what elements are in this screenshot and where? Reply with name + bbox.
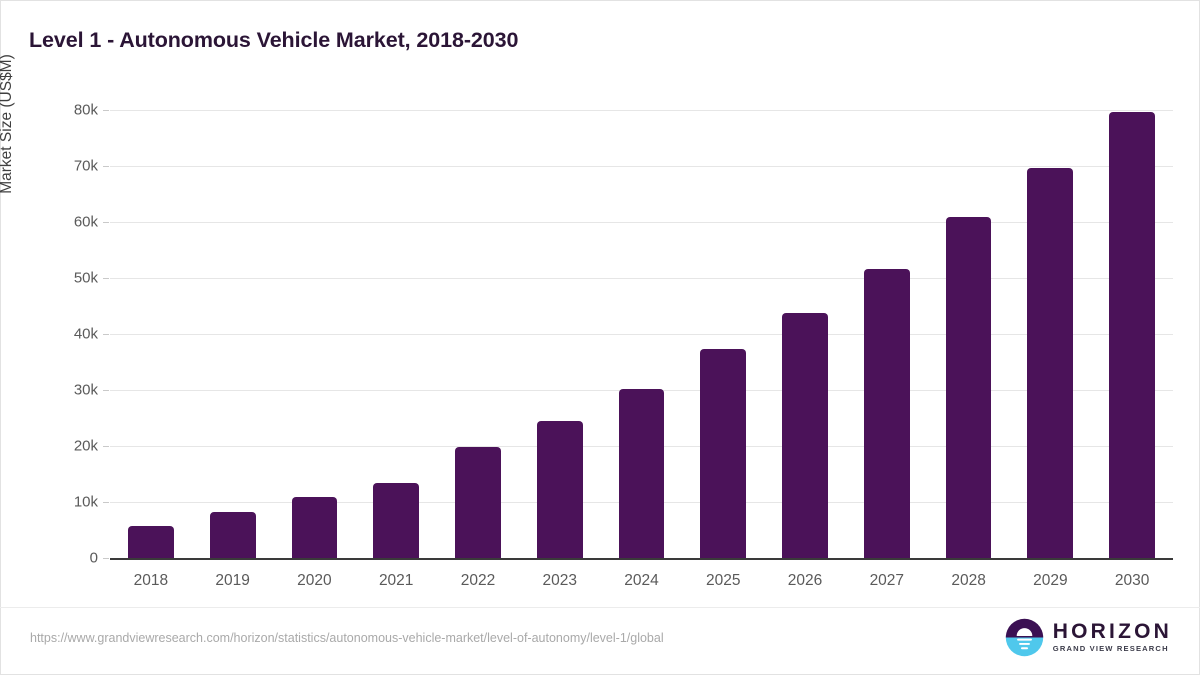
x-axis-tick-label: 2019 [215, 572, 250, 589]
y-axis-tick-label: 60k [73, 213, 98, 231]
x-axis-tick-label: 2018 [133, 572, 169, 589]
bar-column[interactable] [1027, 110, 1074, 558]
y-axis-tick-label: 30k [73, 381, 98, 399]
bar-column[interactable] [1109, 110, 1155, 558]
bar[interactable] [700, 349, 747, 558]
bar-column[interactable] [782, 110, 828, 558]
y-axis-tick-labels: 0 10k 20k 30k 40k 50k 60k 70k 80k [0, 0, 98, 675]
x-axis-tick-label: 2026 [787, 572, 823, 589]
y-axis-tick-mark [103, 110, 109, 111]
y-axis-tick-mark [103, 278, 109, 279]
bar-column[interactable] [863, 110, 910, 558]
horizon-logo-text: HORIZON GRAND VIEW RESEARCH [1053, 621, 1172, 653]
bar[interactable] [373, 482, 420, 558]
x-axis-tick-label: 2020 [297, 572, 332, 589]
y-axis-tick-label: 40k [73, 325, 98, 343]
gridline [110, 334, 1173, 335]
y-axis-tick-mark [103, 222, 109, 223]
bar-column[interactable] [536, 110, 583, 558]
bar-column[interactable] [455, 110, 501, 558]
bar-column[interactable] [373, 110, 420, 558]
gridline [110, 166, 1173, 167]
y-axis-tick-mark [103, 334, 109, 335]
y-axis-title: Market Size (US$M) [0, 54, 15, 194]
bar[interactable] [127, 526, 174, 558]
y-axis-tick-label: 20k [73, 437, 98, 455]
bar[interactable] [1109, 111, 1155, 558]
logo-tagline: GRAND VIEW RESEARCH [1052, 644, 1169, 654]
gridline [110, 278, 1173, 279]
y-axis-tick-mark [103, 446, 109, 447]
bar[interactable] [1027, 167, 1074, 558]
bar[interactable] [945, 216, 992, 558]
x-axis-tick-label: 2030 [1114, 572, 1150, 589]
x-axis-tick-label: 2025 [706, 572, 741, 589]
bar[interactable] [618, 388, 665, 558]
x-axis-tick-label: 2029 [1033, 572, 1068, 589]
bar[interactable] [209, 511, 256, 558]
logo-wordmark: HORIZON [1052, 620, 1172, 644]
horizon-logo-icon [1005, 618, 1043, 656]
source-url[interactable]: https://www.grandviewresearch.com/horizo… [30, 631, 664, 645]
bar[interactable] [536, 420, 583, 558]
y-axis-tick-label: 50k [73, 269, 98, 287]
bar-column[interactable] [127, 110, 174, 558]
x-axis-line [110, 558, 1173, 560]
bar-column[interactable] [945, 110, 992, 558]
bar-column[interactable] [618, 110, 665, 558]
bar-column[interactable] [291, 110, 338, 558]
bar-column[interactable] [700, 110, 747, 558]
x-axis-tick-label: 2028 [951, 572, 986, 589]
x-axis-tick-label: 2027 [869, 572, 905, 589]
x-axis-tick-label: 2022 [460, 572, 496, 589]
y-axis-tick-label: 10k [73, 493, 98, 511]
x-axis-tick-label: 2023 [542, 572, 577, 589]
y-axis-tick-label: 70k [73, 157, 98, 175]
x-axis-tick-label: 2021 [378, 572, 414, 589]
bar[interactable] [782, 312, 828, 558]
page-title: Level 1 - Autonomous Vehicle Market, 201… [29, 28, 519, 52]
y-axis-tick-label: 0 [89, 549, 98, 567]
bar[interactable] [863, 269, 910, 558]
gridline [110, 110, 1173, 111]
y-axis-tick-mark [103, 166, 109, 167]
y-axis-tick-mark [103, 558, 109, 559]
y-axis-tick-mark [103, 502, 109, 503]
bar[interactable] [455, 446, 501, 558]
x-axis-tick-label: 2024 [624, 572, 659, 589]
plot-area [110, 110, 1173, 558]
footer-divider [0, 607, 1200, 608]
gridline [110, 222, 1173, 223]
bar[interactable] [291, 496, 338, 558]
horizon-logo[interactable]: HORIZON GRAND VIEW RESEARCH [1005, 617, 1172, 657]
bar-column[interactable] [209, 110, 256, 558]
y-axis-tick-mark [103, 390, 109, 391]
y-axis-tick-label: 80k [73, 101, 98, 119]
